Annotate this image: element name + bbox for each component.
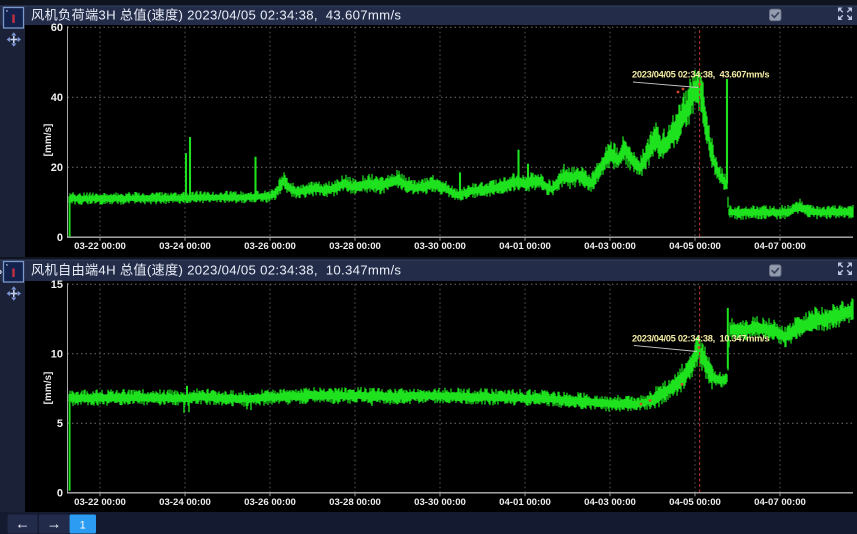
svg-text:1: 1 <box>80 519 86 531</box>
svg-text:03-30 00:00: 03-30 00:00 <box>414 497 466 508</box>
svg-text:40: 40 <box>51 92 63 104</box>
svg-text:04-03 00:00: 04-03 00:00 <box>584 241 636 252</box>
svg-text:03-28 00:00: 03-28 00:00 <box>329 241 381 252</box>
svg-text:0: 0 <box>57 232 63 244</box>
svg-text:2023/04/05 02:34:38, 10.347mm: 2023/04/05 02:34:38, 10.347mm/s <box>632 334 769 344</box>
svg-text:15: 15 <box>51 279 63 291</box>
svg-text:5: 5 <box>57 418 63 430</box>
svg-text:03-28 00:00: 03-28 00:00 <box>329 497 381 508</box>
svg-text:03-30 00:00: 03-30 00:00 <box>414 241 466 252</box>
svg-text:04-03 00:00: 04-03 00:00 <box>584 497 636 508</box>
svg-text:04-07 00:00: 04-07 00:00 <box>754 241 806 252</box>
svg-text:04-01 00:00: 04-01 00:00 <box>499 241 551 252</box>
svg-text:04-05 00:00: 04-05 00:00 <box>669 497 721 508</box>
svg-text:2023/04/05 02:34:38, 43.607mm: 2023/04/05 02:34:38, 43.607mm/s <box>632 70 769 80</box>
svg-text:03-24 00:00: 03-24 00:00 <box>159 241 211 252</box>
svg-text:→: → <box>47 516 62 533</box>
svg-text:风机自由端4H 总值(速度) 2023/04/05 02:3: 风机自由端4H 总值(速度) 2023/04/05 02:34:38, 10.3… <box>31 263 401 278</box>
svg-text:04-01 00:00: 04-01 00:00 <box>499 497 551 508</box>
svg-text:20: 20 <box>51 162 63 174</box>
svg-text:[mm/s]: [mm/s] <box>43 372 54 405</box>
svg-text:风机负荷端3H 总值(速度) 2023/04/05 02:3: 风机负荷端3H 总值(速度) 2023/04/05 02:34:38, 43.6… <box>31 8 401 23</box>
svg-text:03-26 00:00: 03-26 00:00 <box>244 241 296 252</box>
svg-text:←: ← <box>15 516 30 533</box>
svg-text:10: 10 <box>51 349 63 361</box>
svg-text:03-26 00:00: 03-26 00:00 <box>244 497 296 508</box>
svg-text:04-07 00:00: 04-07 00:00 <box>754 497 806 508</box>
svg-text:60: 60 <box>51 22 63 34</box>
svg-text:03-22 00:00: 03-22 00:00 <box>74 497 126 508</box>
svg-text:0: 0 <box>57 488 63 500</box>
svg-text:03-24 00:00: 03-24 00:00 <box>159 497 211 508</box>
svg-text:04-05 00:00: 04-05 00:00 <box>669 241 721 252</box>
svg-text:[mm/s]: [mm/s] <box>43 124 54 157</box>
svg-text:›: › <box>0 267 2 278</box>
svg-text:03-22 00:00: 03-22 00:00 <box>74 241 126 252</box>
